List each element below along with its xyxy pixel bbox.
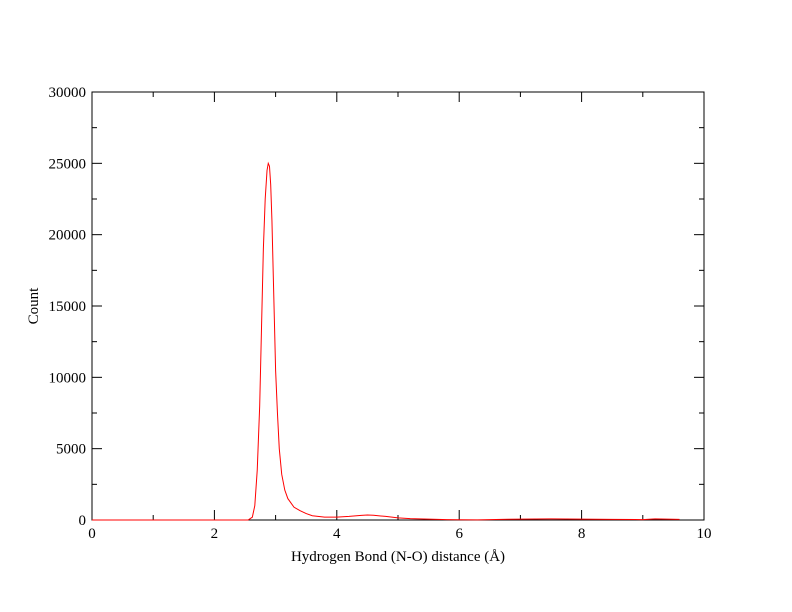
x-axis-title: Hydrogen Bond (N-O) distance (Å) <box>291 549 505 565</box>
y-tick-label: 25000 <box>49 156 87 172</box>
y-tick-label: 5000 <box>56 442 86 458</box>
y-tick-label: 20000 <box>49 228 87 244</box>
y-axis-title: Count <box>26 287 42 325</box>
x-tick-label: 4 <box>333 526 341 542</box>
y-tick-label: 15000 <box>49 299 87 315</box>
tick-labels: 0 2 4 6 8 10 0 5000 10000 15000 20000 25000 30000 <box>49 85 712 542</box>
x-tick-label: 6 <box>455 526 463 542</box>
axis-ticks <box>91 91 705 521</box>
y-tick-label: 0 <box>79 513 87 529</box>
plot-frame <box>91 91 705 521</box>
y-tick-label: 10000 <box>49 370 87 386</box>
x-tick-label: 10 <box>697 526 712 542</box>
y-tick-label: 30000 <box>49 85 87 101</box>
x-tick-label: 8 <box>578 526 586 542</box>
x-tick-label: 2 <box>211 526 219 542</box>
series-line <box>92 161 680 521</box>
x-tick-label: 0 <box>88 526 96 542</box>
